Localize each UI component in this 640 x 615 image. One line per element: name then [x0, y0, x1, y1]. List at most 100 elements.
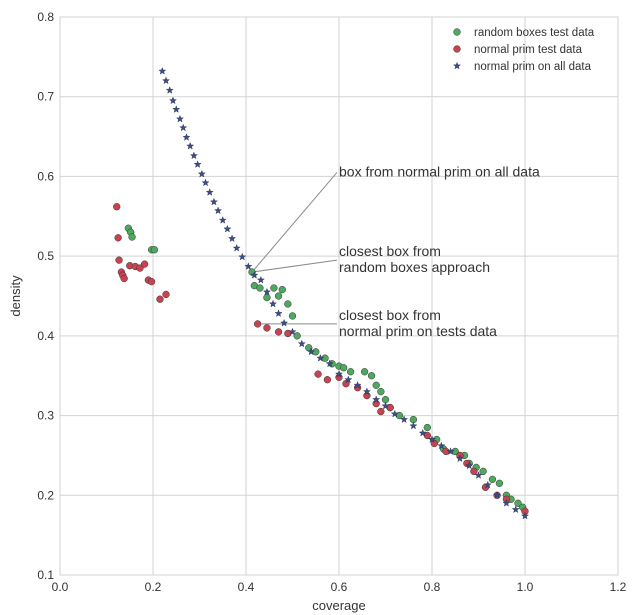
legend: random boxes test data normal prim test d…: [453, 27, 595, 73]
circle-point: [113, 203, 121, 211]
circle-point: [470, 467, 478, 476]
star-point: [400, 415, 409, 423]
circle-point: [293, 332, 301, 340]
star-point: [362, 387, 371, 396]
star-point: [179, 123, 188, 132]
x-tick-label: 1.2: [610, 580, 627, 594]
star-point: [186, 141, 195, 150]
circle-point: [120, 274, 128, 283]
circle-point: [274, 328, 283, 336]
star-point: [353, 381, 362, 389]
circle-point: [128, 233, 136, 241]
star-point: [493, 491, 502, 499]
circle-point: [377, 407, 385, 416]
circle-point: [147, 278, 156, 286]
circle-point: [156, 295, 164, 303]
legend-label: random boxes test data: [474, 27, 595, 39]
star-point: [189, 151, 198, 160]
star-point: [280, 318, 289, 327]
circle-point: [430, 439, 438, 448]
y-tick-label: 0.1: [37, 568, 54, 582]
legend-label: normal prim test data: [474, 44, 583, 56]
star-point: [437, 441, 446, 450]
star-point: [297, 339, 306, 348]
circle-point: [136, 264, 144, 272]
x-tick-label: 0.8: [424, 580, 441, 594]
y-tick-label: 0.3: [37, 409, 54, 423]
star-point: [165, 86, 174, 94]
star-point: [409, 421, 418, 430]
circle-point: [162, 290, 170, 299]
star-point: [205, 188, 214, 196]
star-point: [250, 271, 259, 279]
annotation-text: closest box from: [339, 307, 441, 323]
series-2: [158, 67, 529, 520]
annotation-text: closest box from: [339, 243, 441, 259]
star-point: [316, 354, 325, 362]
circle-point: [278, 285, 286, 294]
x-tick-label: 0.6: [331, 580, 348, 594]
legend-marker: [453, 45, 461, 53]
star-point: [288, 327, 297, 336]
x-axis-title: coverage: [312, 598, 365, 613]
circle-point: [115, 256, 123, 264]
star-point: [218, 216, 227, 224]
star-point: [169, 96, 177, 105]
legend-label: normal prim on all data: [474, 61, 592, 73]
star-point: [262, 287, 271, 296]
star-point: [511, 505, 520, 514]
circle-point: [274, 292, 283, 300]
y-tick-label: 0.7: [37, 90, 54, 104]
star-point: [172, 105, 181, 113]
circle-point: [270, 284, 278, 292]
circle-point: [488, 475, 497, 483]
y-tick-label: 0.2: [37, 488, 54, 502]
star-point: [158, 67, 167, 75]
circle-point: [323, 376, 332, 384]
x-tick-label: 1.0: [517, 580, 534, 594]
star-point: [223, 224, 232, 233]
star-point: [428, 435, 436, 443]
star-point: [455, 454, 464, 462]
annotation-text: normal prim on tests data: [339, 323, 497, 339]
star-point: [238, 252, 247, 261]
circle-point: [372, 381, 380, 389]
annotation-arrow: [251, 259, 338, 273]
x-tick-label: 0.0: [52, 580, 69, 594]
star-point: [269, 299, 277, 308]
star-point: [256, 275, 265, 284]
legend-marker: [453, 28, 461, 36]
star-point: [483, 480, 492, 489]
annotation-text: box from normal prim on all data: [339, 163, 540, 179]
circle-point: [288, 312, 297, 320]
y-tick-label: 0.4: [37, 329, 54, 343]
star-point: [381, 401, 390, 410]
circle-point: [346, 368, 355, 376]
circle-point: [367, 372, 376, 380]
y-tick-label: 0.8: [37, 10, 54, 24]
star-point: [325, 359, 334, 368]
circle-point: [314, 370, 322, 378]
legend-marker: [453, 61, 461, 70]
y-tick-label: 0.6: [37, 169, 54, 183]
star-point: [176, 114, 184, 123]
star-point: [214, 206, 223, 215]
annotation-arrow: [250, 172, 338, 275]
x-tick-label: 0.2: [145, 580, 162, 594]
star-point: [344, 375, 353, 384]
circle-point: [423, 423, 432, 432]
annotation-text: random boxes approach: [339, 259, 490, 275]
star-point: [193, 160, 202, 168]
star-point: [201, 178, 210, 187]
star-point: [418, 428, 427, 437]
star-point: [390, 409, 399, 418]
circle-point: [140, 260, 149, 268]
star-point: [502, 499, 511, 507]
tick-labels: 0.0 0.2 0.4 0.6 0.8 1.0 1.2 0.1 0.2 0.3 0.4 0.5 0.6 0…: [37, 10, 626, 594]
star-point: [474, 471, 483, 479]
circle-point: [342, 380, 350, 388]
star-point: [335, 369, 343, 378]
star-point: [372, 395, 381, 404]
circle-point: [150, 246, 159, 254]
